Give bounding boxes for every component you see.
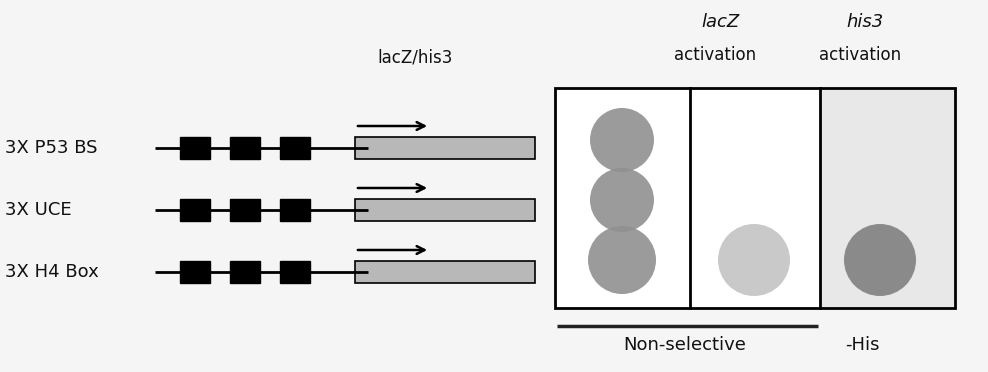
Ellipse shape: [588, 226, 656, 294]
Bar: [355, 199, 535, 221]
Bar: [230, 199, 260, 221]
Text: activation: activation: [674, 46, 756, 64]
Ellipse shape: [718, 224, 790, 296]
Bar: [280, 137, 310, 159]
Bar: [230, 261, 260, 283]
Text: lacZ: lacZ: [700, 13, 739, 31]
Bar: [355, 137, 535, 159]
Text: 3X P53 BS: 3X P53 BS: [5, 139, 98, 157]
Bar: [280, 199, 310, 221]
Bar: [820, 88, 955, 308]
Text: 3X UCE: 3X UCE: [5, 201, 71, 219]
Ellipse shape: [590, 168, 654, 232]
Bar: [555, 88, 820, 308]
Text: his3: his3: [847, 13, 883, 31]
Ellipse shape: [590, 108, 654, 172]
Bar: [180, 199, 210, 221]
Text: lacZ/his3: lacZ/his3: [377, 49, 453, 67]
Text: 3X H4 Box: 3X H4 Box: [5, 263, 99, 281]
Text: activation: activation: [819, 46, 901, 64]
Bar: [180, 261, 210, 283]
Bar: [230, 137, 260, 159]
Bar: [280, 261, 310, 283]
Text: Non-selective: Non-selective: [623, 336, 747, 354]
Bar: [355, 261, 535, 283]
Text: -His: -His: [845, 336, 879, 354]
Bar: [555, 88, 955, 308]
Bar: [180, 137, 210, 159]
Ellipse shape: [844, 224, 916, 296]
